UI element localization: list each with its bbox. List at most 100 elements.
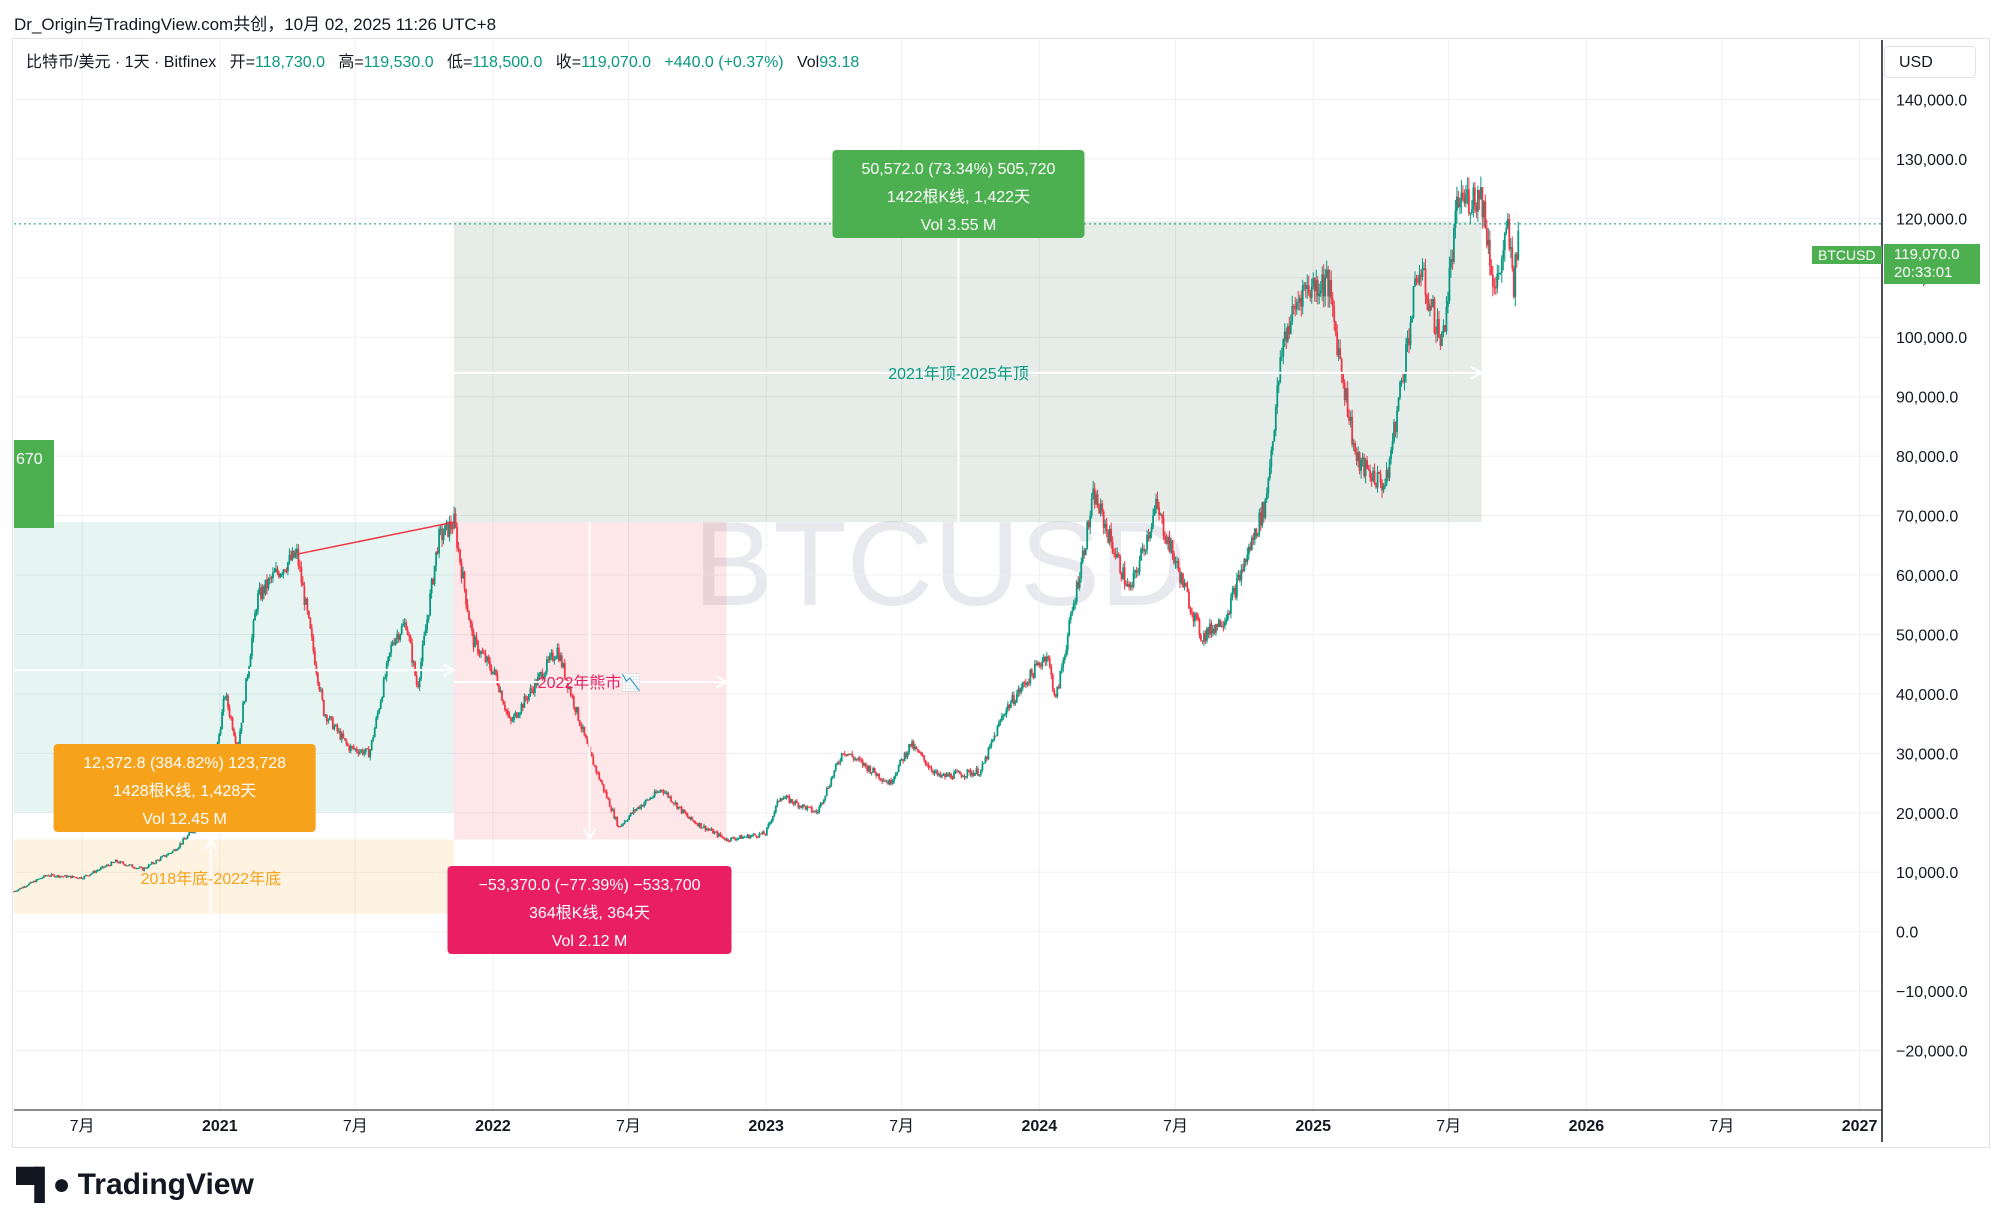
- candle-body: [873, 767, 876, 773]
- candle-body: [1306, 285, 1309, 290]
- candle-body: [31, 882, 33, 884]
- candle-body: [1292, 306, 1295, 308]
- candle-body: [108, 865, 111, 867]
- candle-body: [495, 669, 497, 675]
- candle-body: [996, 726, 999, 737]
- candle-body: [1104, 523, 1107, 528]
- candle-body: [1195, 613, 1198, 616]
- candle-body: [516, 712, 518, 718]
- candle-body: [397, 634, 400, 640]
- candle-body: [1102, 511, 1105, 528]
- candle-body: [1228, 613, 1231, 615]
- candle-body: [1459, 202, 1461, 208]
- candle-body: [264, 579, 267, 594]
- candle-body: [432, 579, 435, 585]
- candle-body: [761, 831, 764, 834]
- candle-body: [997, 722, 1000, 727]
- candle-body: [1448, 267, 1451, 301]
- candle-body: [906, 752, 909, 758]
- candle-body: [322, 699, 325, 716]
- candle-body: [364, 748, 367, 753]
- candle-body: [297, 548, 300, 566]
- candle-body: [26, 885, 29, 887]
- candle-body: [891, 781, 894, 784]
- candle-body: [762, 831, 765, 835]
- candle-body: [704, 825, 707, 831]
- candle-body: [601, 781, 604, 785]
- candle-body: [376, 712, 379, 718]
- candle-body: [1259, 512, 1262, 526]
- candle-body: [1384, 484, 1386, 487]
- candle-body: [511, 720, 514, 722]
- candle-body: [526, 699, 529, 701]
- candle-body: [1042, 656, 1045, 662]
- candle-body: [412, 661, 415, 663]
- x-tick-label: 7月: [70, 1118, 95, 1135]
- stats-box-line: 50,572.0 (73.34%) 505,720: [862, 161, 1056, 178]
- candle-body: [755, 835, 758, 837]
- candle-body: [610, 806, 613, 812]
- candle-body: [164, 855, 167, 857]
- candle-body: [673, 802, 675, 804]
- candle-body: [453, 513, 455, 529]
- currency-button[interactable]: USD: [1884, 46, 1976, 78]
- stats-box-line: −53,370.0 (−77.39%) −533,700: [479, 877, 701, 894]
- candle-body: [683, 809, 686, 813]
- candle-body: [394, 638, 397, 645]
- tradingview-logo[interactable]: ▀▌● TradingView: [16, 1168, 254, 1202]
- candle-body: [734, 838, 737, 840]
- candle-body: [810, 807, 813, 812]
- candle-body: [960, 774, 963, 777]
- candle-body: [373, 727, 376, 738]
- candle-body: [1198, 619, 1201, 636]
- candle-body: [309, 617, 312, 629]
- candle-body: [1156, 498, 1159, 507]
- legend-vol: 93.18: [819, 54, 860, 71]
- candle-body: [243, 701, 246, 704]
- candle-body: [1002, 715, 1005, 717]
- candle-body: [1457, 196, 1460, 208]
- top-range-label: 2021年顶-2025年顶: [888, 365, 1029, 383]
- candle-body: [983, 763, 985, 765]
- candle-body: [1041, 661, 1044, 667]
- candle-body: [566, 679, 569, 689]
- candle-body: [234, 735, 237, 743]
- candle-body: [104, 866, 107, 868]
- candle-body: [1086, 521, 1089, 549]
- candle-body: [96, 870, 99, 872]
- candle-body: [924, 759, 927, 765]
- candle-body: [1008, 704, 1011, 708]
- candle-body: [20, 887, 23, 889]
- candle-body: [1330, 279, 1333, 299]
- candle-body: [1069, 614, 1072, 621]
- candle-body: [1333, 306, 1336, 322]
- candle-body: [825, 788, 828, 796]
- candle-body: [715, 831, 717, 833]
- candle-body: [1188, 591, 1190, 609]
- candle-body: [1210, 623, 1213, 634]
- candle-body: [390, 645, 393, 653]
- candle-body: [640, 805, 643, 809]
- candle-body: [1412, 286, 1415, 318]
- candle-body: [1075, 581, 1078, 602]
- candle-body: [1313, 278, 1316, 292]
- candle-body: [911, 741, 913, 747]
- candle-body: [337, 730, 340, 732]
- candle-body: [1203, 633, 1205, 642]
- candle-body: [978, 774, 981, 776]
- candle-body: [1388, 459, 1391, 478]
- y-tick-label: 20,000.0: [1896, 806, 1958, 823]
- candle-body: [1339, 348, 1342, 359]
- candle-body: [255, 610, 258, 614]
- candle-body: [156, 859, 159, 861]
- candle-body: [1265, 493, 1268, 500]
- candle-body: [1020, 687, 1023, 693]
- candle-body: [604, 790, 607, 792]
- candle-body: [620, 824, 623, 827]
- candle-body: [1450, 259, 1452, 268]
- candle-body: [1424, 268, 1427, 296]
- candle-body: [872, 767, 875, 773]
- candle-body: [628, 816, 631, 820]
- candle-body: [1473, 187, 1476, 206]
